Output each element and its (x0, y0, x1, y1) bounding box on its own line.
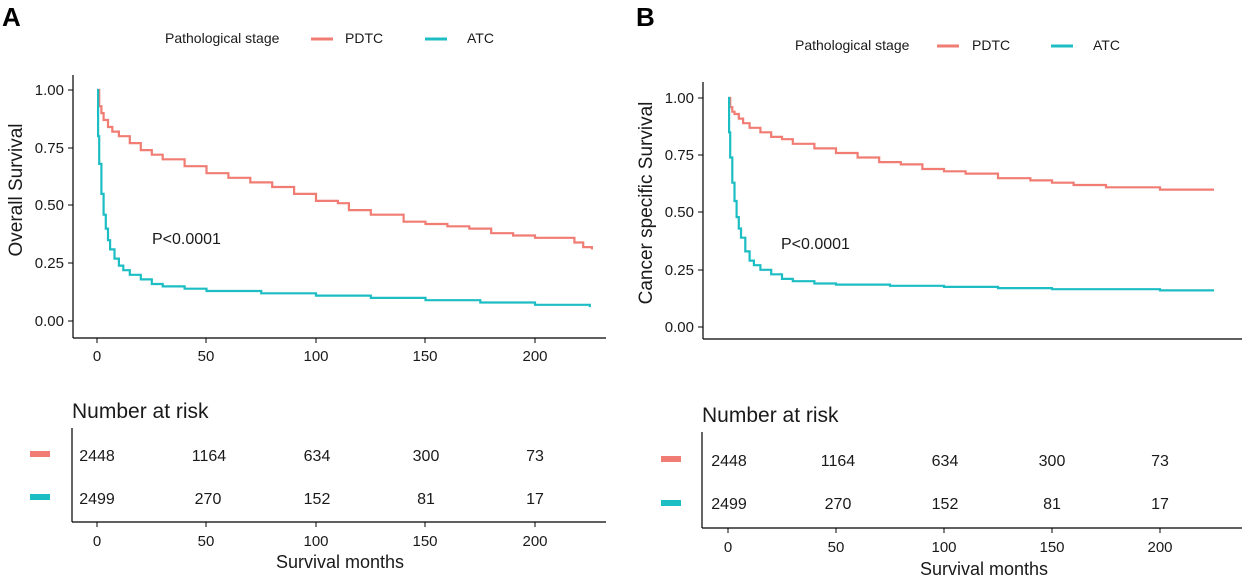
y-tick-label-b: 0.00 (665, 319, 694, 336)
risk-value-a: 1164 (192, 448, 227, 465)
risk-value-b: 300 (1039, 453, 1066, 470)
x-tick-label-b: 0 (724, 539, 732, 556)
p-value-b: P<0.0001 (781, 236, 850, 253)
risk-value-a: 2499 (79, 491, 115, 508)
legend-label-atc-b: ATC (1093, 37, 1120, 53)
y-tick-label-a: 0.50 (35, 197, 64, 214)
x-tick-label-b: 150 (1039, 539, 1064, 556)
x-tick-label-a: 100 (303, 348, 328, 365)
x-tick-label-b: 200 (1147, 539, 1172, 556)
legend-title-a: Pathological stage (165, 30, 280, 46)
risk-table-title-b: Number at risk (702, 404, 839, 427)
risk-value-a: 2448 (79, 448, 115, 465)
km-curve-atc-a (97, 88, 591, 308)
x-tick-label-b: 50 (828, 539, 845, 556)
y-tick-label-a: 1.00 (35, 82, 64, 99)
panel-label-b: B (636, 2, 655, 32)
km-curve-pdtc-b (728, 96, 1214, 191)
x-tick-label-a: 0 (93, 348, 101, 365)
risk-x-tick-label-a: 100 (303, 533, 328, 550)
y-axis-title-b: Cancer specific Survival (636, 102, 657, 305)
risk-value-b: 73 (1151, 453, 1169, 470)
y-tick-label-a: 0.25 (35, 255, 64, 272)
risk-x-tick-label-a: 200 (522, 533, 547, 550)
risk-value-b: 81 (1043, 496, 1061, 513)
y-tick-label-b: 0.75 (665, 147, 694, 164)
risk-table-title-a: Number at risk (72, 400, 209, 423)
risk-value-b: 2448 (711, 453, 747, 470)
risk-x-tick-label-a: 50 (198, 533, 215, 550)
panel-a: A Pathological stage PDTC ATC Overall Su… (2, 2, 606, 572)
y-tick-label-b: 0.50 (665, 204, 694, 221)
y-tick-label-a: 0.75 (35, 140, 64, 157)
x-tick-label-a: 50 (198, 348, 215, 365)
risk-value-a: 634 (304, 448, 331, 465)
y-tick-label-b: 1.00 (665, 90, 694, 107)
x-ticks-a: 0 50 100 150 200 (93, 338, 548, 365)
km-curve-pdtc-a (97, 88, 593, 250)
risk-value-a: 270 (195, 491, 222, 508)
risk-table-a: Number at risk 2448 1164 634 300 73 2499… (30, 400, 606, 572)
legend-label-pdtc-a: PDTC (345, 30, 383, 46)
risk-value-a: 73 (526, 448, 544, 465)
panel-b: B Pathological stage PDTC ATC Cancer spe… (636, 2, 1242, 579)
risk-value-a: 17 (526, 491, 544, 508)
legend-label-pdtc-b: PDTC (972, 37, 1010, 53)
legend-a: Pathological stage PDTC ATC (165, 30, 494, 46)
x-tick-label-a: 150 (412, 348, 437, 365)
risk-value-b: 270 (825, 496, 852, 513)
risk-value-b: 2499 (711, 496, 747, 513)
risk-row-color-pdtc-b (661, 456, 681, 462)
risk-value-b: 152 (932, 496, 959, 513)
risk-value-a: 81 (417, 491, 435, 508)
y-ticks-b: 1.00 0.75 0.50 0.25 0.00 (665, 90, 703, 336)
risk-value-a: 152 (304, 491, 331, 508)
legend-title-b: Pathological stage (795, 37, 910, 53)
risk-table-b: Number at risk 2448 1164 634 300 73 2499… (661, 404, 1242, 579)
panel-label-a: A (2, 2, 21, 32)
risk-row-color-atc-b (661, 500, 681, 506)
y-tick-label-b: 0.25 (665, 262, 694, 279)
risk-value-b: 1164 (821, 453, 856, 470)
x-tick-label-b: 100 (931, 539, 956, 556)
km-curve-atc-b (728, 96, 1214, 292)
risk-row-color-pdtc-a (30, 451, 50, 457)
risk-row-color-atc-a (30, 494, 50, 500)
risk-value-b: 634 (932, 453, 959, 470)
risk-x-tick-label-a: 150 (412, 533, 437, 550)
risk-x-tick-label-a: 0 (93, 533, 101, 550)
y-tick-label-a: 0.00 (35, 313, 64, 330)
y-axis-title-a: Overall Survival (6, 123, 27, 256)
x-tick-label-a: 200 (522, 348, 547, 365)
legend-b: Pathological stage PDTC ATC (795, 37, 1120, 53)
p-value-a: P<0.0001 (152, 231, 221, 248)
y-ticks-a: 1.00 0.75 0.50 0.25 0.00 (35, 82, 73, 330)
x-axis-title-b: Survival months (920, 559, 1048, 579)
x-axis-title-a: Survival months (276, 552, 404, 572)
risk-value-a: 300 (413, 448, 440, 465)
legend-label-atc-a: ATC (467, 30, 494, 46)
risk-value-b: 17 (1151, 496, 1169, 513)
